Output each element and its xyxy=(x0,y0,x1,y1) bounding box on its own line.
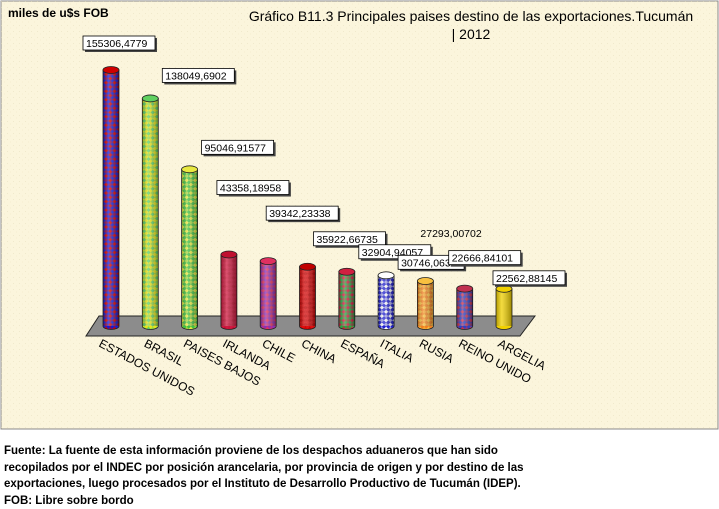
value-label-text: 155306,4779 xyxy=(86,38,147,50)
bar-shading xyxy=(378,275,395,326)
bar-shading xyxy=(142,98,159,327)
bar-5 xyxy=(259,257,277,330)
value-label-6: 35922,66735 xyxy=(313,231,388,248)
bar-shading xyxy=(181,169,198,326)
bar-11 xyxy=(495,284,513,330)
bar-top xyxy=(338,267,356,276)
bar-7 xyxy=(338,267,356,330)
value-label-8: 30746,0637 xyxy=(397,254,467,272)
bar-top xyxy=(416,277,434,285)
value-label-box xyxy=(448,250,522,266)
bar-8 xyxy=(377,271,395,330)
bar-top xyxy=(299,262,316,271)
value-label-text: 43358,18958 xyxy=(220,183,281,195)
value-label-box xyxy=(313,231,386,247)
value-label-text: 35922,66735 xyxy=(317,234,378,246)
value-label-text: 39342,23338 xyxy=(269,208,330,220)
value-label-box xyxy=(265,205,339,221)
chart-title-line1: Gráfico B11.3 Principales paises destino… xyxy=(249,8,693,24)
bar-shading xyxy=(496,288,512,326)
value-label-text: 30746,0637 xyxy=(401,257,457,269)
value-labels-layer: 155306,4779 138049,6902 95046,91577 43358,1… xyxy=(82,35,567,287)
bar-shading xyxy=(299,266,316,326)
bar-shading xyxy=(338,271,355,326)
value-label-5: 39342,23338 xyxy=(265,205,341,223)
bar-3 xyxy=(181,165,199,330)
value-label-box xyxy=(82,35,156,51)
y-axis-unit-label: miles de u$s FOB xyxy=(8,6,109,20)
bar-2 xyxy=(141,94,159,330)
bar-1 xyxy=(102,66,120,330)
bar-top xyxy=(141,94,159,103)
bar-shading xyxy=(456,288,473,326)
bar-shading xyxy=(103,70,119,326)
bar-top xyxy=(259,257,277,266)
value-label-text: 27293,00702 xyxy=(420,228,481,240)
bar-10 xyxy=(456,284,474,330)
bar-shading xyxy=(417,281,434,326)
value-label-4: 43358,18958 xyxy=(216,180,291,197)
chart-panel: miles de u$s FOB Gráfico B11.3 Principal… xyxy=(0,0,719,430)
bar-top xyxy=(181,165,199,174)
value-label-text: 95046,91577 xyxy=(205,142,266,154)
value-label-9: 27293,00702 xyxy=(420,228,481,240)
value-label-box xyxy=(216,180,290,195)
footnote-line-1: Fuente: La fuente de esta información pr… xyxy=(4,445,498,457)
bar-top xyxy=(220,250,238,259)
bar-shading xyxy=(260,261,277,326)
footnote-line-3: exportaciones, luego procesados por el I… xyxy=(4,478,521,490)
footnote-line-2: recopilados por el INDEC por posición ar… xyxy=(4,461,524,474)
bar-top xyxy=(377,271,395,280)
bar-9 xyxy=(416,277,434,330)
value-label-2: 138049,6902 xyxy=(161,68,237,85)
value-label-11: 22562,88145 xyxy=(492,270,567,287)
bar-4 xyxy=(220,250,238,330)
value-label-3: 95046,91577 xyxy=(201,139,276,157)
bar-top xyxy=(456,284,474,293)
bar-shading xyxy=(220,254,237,326)
value-label-box xyxy=(492,270,566,286)
chart-svg: miles de u$s FOB Gráfico B11.3 Principal… xyxy=(0,0,719,430)
footnote-line-4: FOB: Libre sobre bordo xyxy=(4,494,134,507)
value-label-text: 138049,6902 xyxy=(165,70,226,82)
value-label-text: 22666,84101 xyxy=(452,253,513,265)
value-label-box xyxy=(201,139,275,155)
chart-title-line2: | 2012 xyxy=(452,26,491,42)
value-label-box xyxy=(161,68,235,83)
bar-top xyxy=(102,66,120,74)
value-label-1: 155306,4779 xyxy=(82,35,157,52)
value-label-10: 22666,84101 xyxy=(448,250,523,267)
source-footnote: Fuente: La fuente de esta información pr… xyxy=(4,443,714,509)
value-label-text: 22562,88145 xyxy=(496,273,557,285)
bar-6 xyxy=(299,262,316,330)
bars-layer xyxy=(102,66,513,330)
chart-texture xyxy=(1,1,718,429)
